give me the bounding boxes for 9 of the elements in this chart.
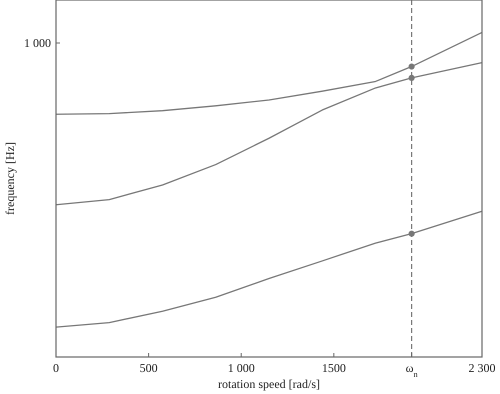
x-tick-label: 0 xyxy=(53,361,59,375)
x-axis-title: rotation speed [rad/s] xyxy=(218,377,320,391)
y-axis-title: frequency [Hz] xyxy=(3,142,17,215)
x-tick-label: 1 000 xyxy=(228,361,255,375)
x-tick-label: 2 300 xyxy=(468,361,496,375)
x-tick-label: ω$_{n}$ xyxy=(406,361,418,378)
x-tick-label: 1500 xyxy=(322,361,346,375)
text: 1 000 xyxy=(24,36,51,50)
x-tick-label: 500 xyxy=(140,361,158,375)
